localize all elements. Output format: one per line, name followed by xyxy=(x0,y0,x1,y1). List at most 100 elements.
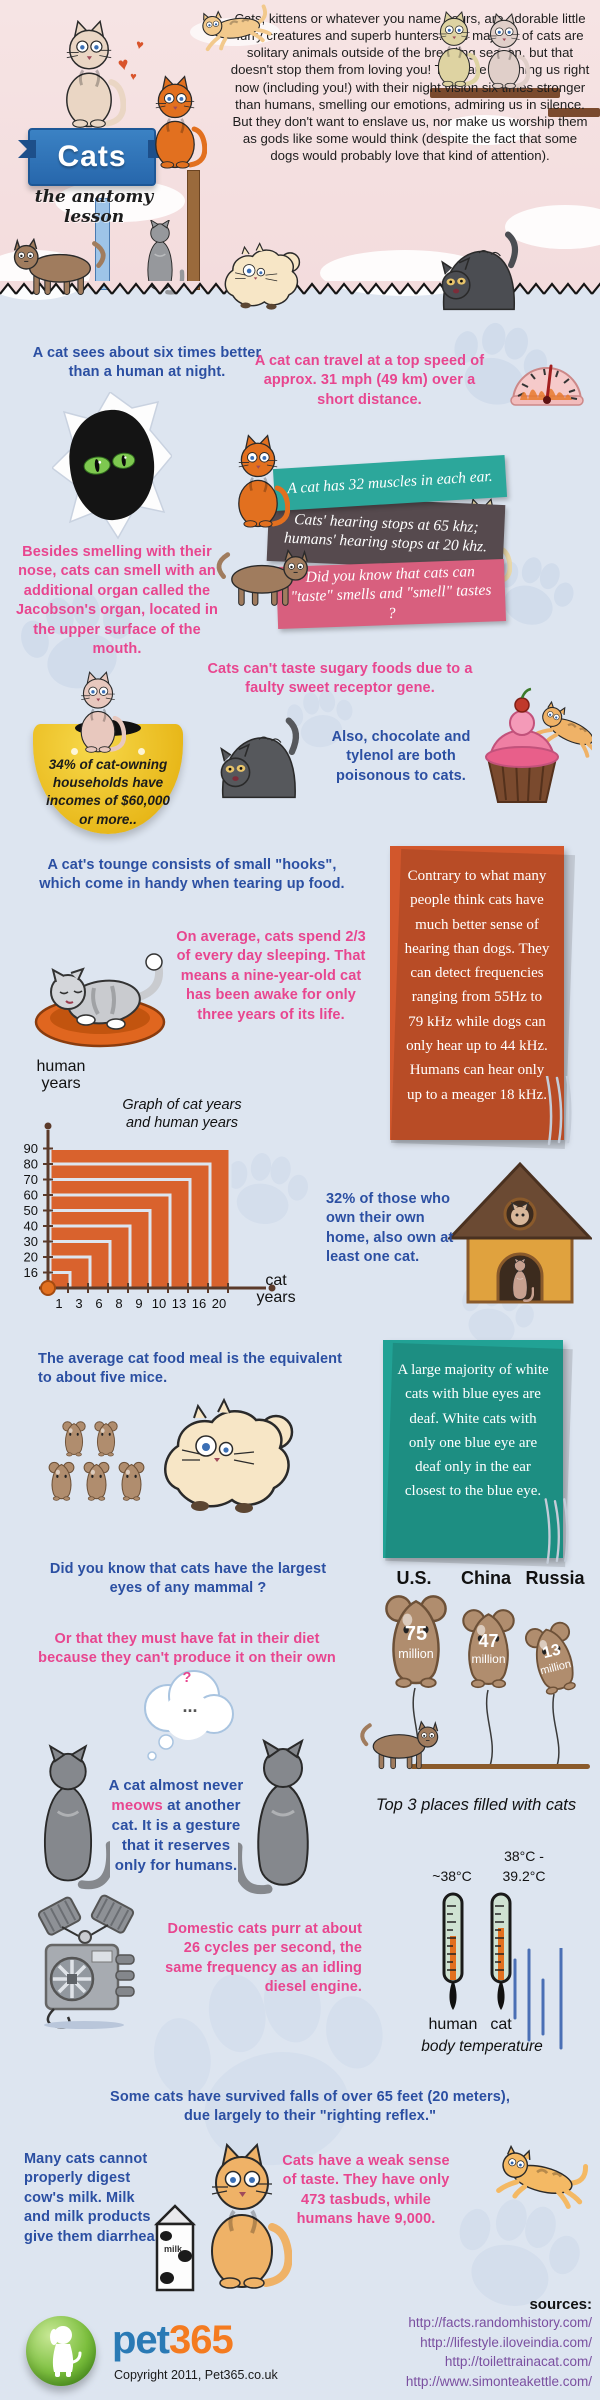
tall-cat-illustration xyxy=(52,18,126,130)
fact-largest-eyes: Did you know that cats have the largest … xyxy=(49,1561,327,1597)
svg-text:1: 1 xyxy=(55,1296,62,1311)
source-link-1[interactable]: http://facts.randomhistory.com/ xyxy=(408,2315,592,2330)
logo-365-text: 365 xyxy=(169,2318,234,2362)
speedometer-icon xyxy=(510,364,584,406)
svg-text:80: 80 xyxy=(24,1157,38,1172)
fact-night-vision: A cat sees about six times better than a… xyxy=(32,345,262,381)
thermo-human-label: human xyxy=(428,2016,478,2033)
svg-text:30: 30 xyxy=(24,1234,38,1249)
fact-jacobson-organ: Besides smelling with their nose, cats c… xyxy=(15,544,219,658)
sources-label: sources: xyxy=(529,2296,592,2313)
fact-white-cats: A large majority of white cats with blue… xyxy=(397,1362,549,1500)
fluffy-cat-illustration xyxy=(148,1394,308,1524)
country-label-russia: Russia xyxy=(525,1568,585,1588)
svg-text:10: 10 xyxy=(152,1296,166,1311)
orange-cat-illustration xyxy=(192,2138,292,2294)
top3-chart: U.S. China Russia 75 million 47 million … xyxy=(358,1568,594,1830)
country-label-china: China xyxy=(460,1568,511,1588)
balloon-china-unit: million xyxy=(471,1652,506,1666)
thermometer-human-icon xyxy=(442,1892,464,2010)
black-cat-illustration xyxy=(432,230,526,314)
meow-text-post: at another cat. It is a gesture that it … xyxy=(111,1797,241,1875)
fact-fat-diet: Or that they must have fat in their diet… xyxy=(38,1631,336,1686)
claw-marks xyxy=(542,1076,572,1146)
shelf-step xyxy=(548,108,600,117)
svg-text:70: 70 xyxy=(24,1172,38,1187)
x-axis-label: cat years xyxy=(256,1272,296,1307)
balloon-us: 75 million xyxy=(379,1592,453,1692)
mouse-illustration xyxy=(116,1460,147,1503)
fact-meow: A cat almost never meows at another cat.… xyxy=(106,1776,246,1876)
mouse-illustration xyxy=(92,1420,120,1458)
svg-text:3: 3 xyxy=(75,1296,82,1311)
fact-income: 34% of cat-owning households have income… xyxy=(46,757,170,827)
fact-taste: Cats have a weak sense of taste. They ha… xyxy=(282,2153,450,2228)
svg-text:8: 8 xyxy=(115,1296,122,1311)
milk-carton-icon: milk xyxy=(153,2204,197,2292)
human-temp: ~38°C xyxy=(432,1868,472,1884)
svg-text:16: 16 xyxy=(192,1296,206,1311)
svg-text:9: 9 xyxy=(135,1296,142,1311)
country-label-us: U.S. xyxy=(396,1568,432,1588)
cat-years-chart: 16 1 20 3 30 6 40 8 50 9 60 10 70 13 80 16 90 20 xyxy=(24,1122,276,1311)
fact-top-speed: A cat can travel at a top speed of appro… xyxy=(254,353,485,408)
balloon-stick xyxy=(410,1764,590,1769)
peeking-cat-illustration xyxy=(70,668,126,756)
page-title: Cats xyxy=(57,140,127,173)
fact-tongue: A cat's tounge consists of small "hooks"… xyxy=(39,857,345,893)
cupcake-cat-illustration xyxy=(485,687,592,803)
grey-cat-back-illustration xyxy=(238,1738,328,1904)
fact-sugar: Cats can't taste sugary foods due to a f… xyxy=(207,661,473,697)
cat-house-illustration xyxy=(448,1161,592,1304)
mouse-illustration xyxy=(46,1460,77,1503)
fact-purr: Domestic cats purr at about 26 cycles pe… xyxy=(165,1921,362,1996)
copyright-text: Copyright 2011, Pet365.co.uk xyxy=(114,2368,278,2382)
svg-text:16: 16 xyxy=(24,1265,38,1280)
sources-block: sources: http://facts.randomhistory.com/… xyxy=(320,2296,592,2391)
orange-cat-illustration xyxy=(226,430,290,532)
pet365-wordmark: pet365 xyxy=(112,2318,234,2363)
cat-temp-line1: 38°C - xyxy=(504,1848,544,1864)
source-link-2[interactable]: http://lifestyle.iloveindia.com/ xyxy=(420,2334,592,2350)
fact-poison: Also, chocolate and tylenol are both poi… xyxy=(331,729,471,784)
income-bowl: 34% of cat-owning households have income… xyxy=(33,720,183,834)
fact-falls: Some cats have survived falls of over 65… xyxy=(110,2089,510,2125)
fact-hearing-range: Contrary to what many people think cats … xyxy=(404,868,550,1103)
diesel-engine-illustration xyxy=(37,1894,135,2029)
svg-text:50: 50 xyxy=(24,1203,38,1218)
meow-text-word: meows xyxy=(111,1797,163,1815)
cat-post xyxy=(187,170,200,290)
walking-cat-illustration xyxy=(214,548,310,612)
fact-sleep: On average, cats spend 2/3 of every day … xyxy=(176,929,366,1023)
svg-text:20: 20 xyxy=(24,1250,38,1265)
shelf xyxy=(430,88,560,98)
balloon-china-value: 47 xyxy=(478,1631,499,1651)
hearing-range-box: Contrary to what many people think cats … xyxy=(390,846,564,1140)
pet365-logo xyxy=(26,2316,96,2386)
thermo-cat-label: cat xyxy=(490,2016,512,2033)
source-link-3[interactable]: http://toilettrainacat.com/ xyxy=(444,2354,592,2370)
fact-homeowners: 32% of those who own their own home, als… xyxy=(326,1191,454,1266)
pink-cat-illustration xyxy=(478,10,530,92)
cloud xyxy=(440,115,530,145)
sleeping-cat-illustration xyxy=(34,953,166,1048)
cat-temp-line2: 39.2°C xyxy=(502,1868,546,1884)
svg-text:40: 40 xyxy=(24,1219,38,1234)
dog-icon xyxy=(50,2326,82,2377)
top3-caption: Top 3 places filled with cats xyxy=(375,1796,577,1814)
body-temp-caption: body temperature xyxy=(421,2038,543,2055)
logo-pet-text: pet xyxy=(112,2318,170,2362)
svg-text:13: 13 xyxy=(172,1296,186,1311)
grey-cat-back-illustration xyxy=(26,1738,110,1904)
mouse-illustration xyxy=(60,1420,88,1458)
orange-cat-illustration xyxy=(143,72,207,172)
fact-meal: The average cat food meal is the equival… xyxy=(38,1351,343,1387)
bubble-dots: ... xyxy=(182,1696,197,1716)
black-cat-illustration xyxy=(212,715,306,803)
beige-cat-illustration xyxy=(428,8,480,90)
fact-milk: Many cats cannot properly digest cow's m… xyxy=(24,2151,159,2245)
cloud xyxy=(55,180,185,222)
source-link-4[interactable]: http://www.simonteakettle.com/ xyxy=(405,2373,592,2389)
milk-carton-label: milk xyxy=(164,2244,183,2254)
y-axis-label: human years xyxy=(36,1058,86,1093)
